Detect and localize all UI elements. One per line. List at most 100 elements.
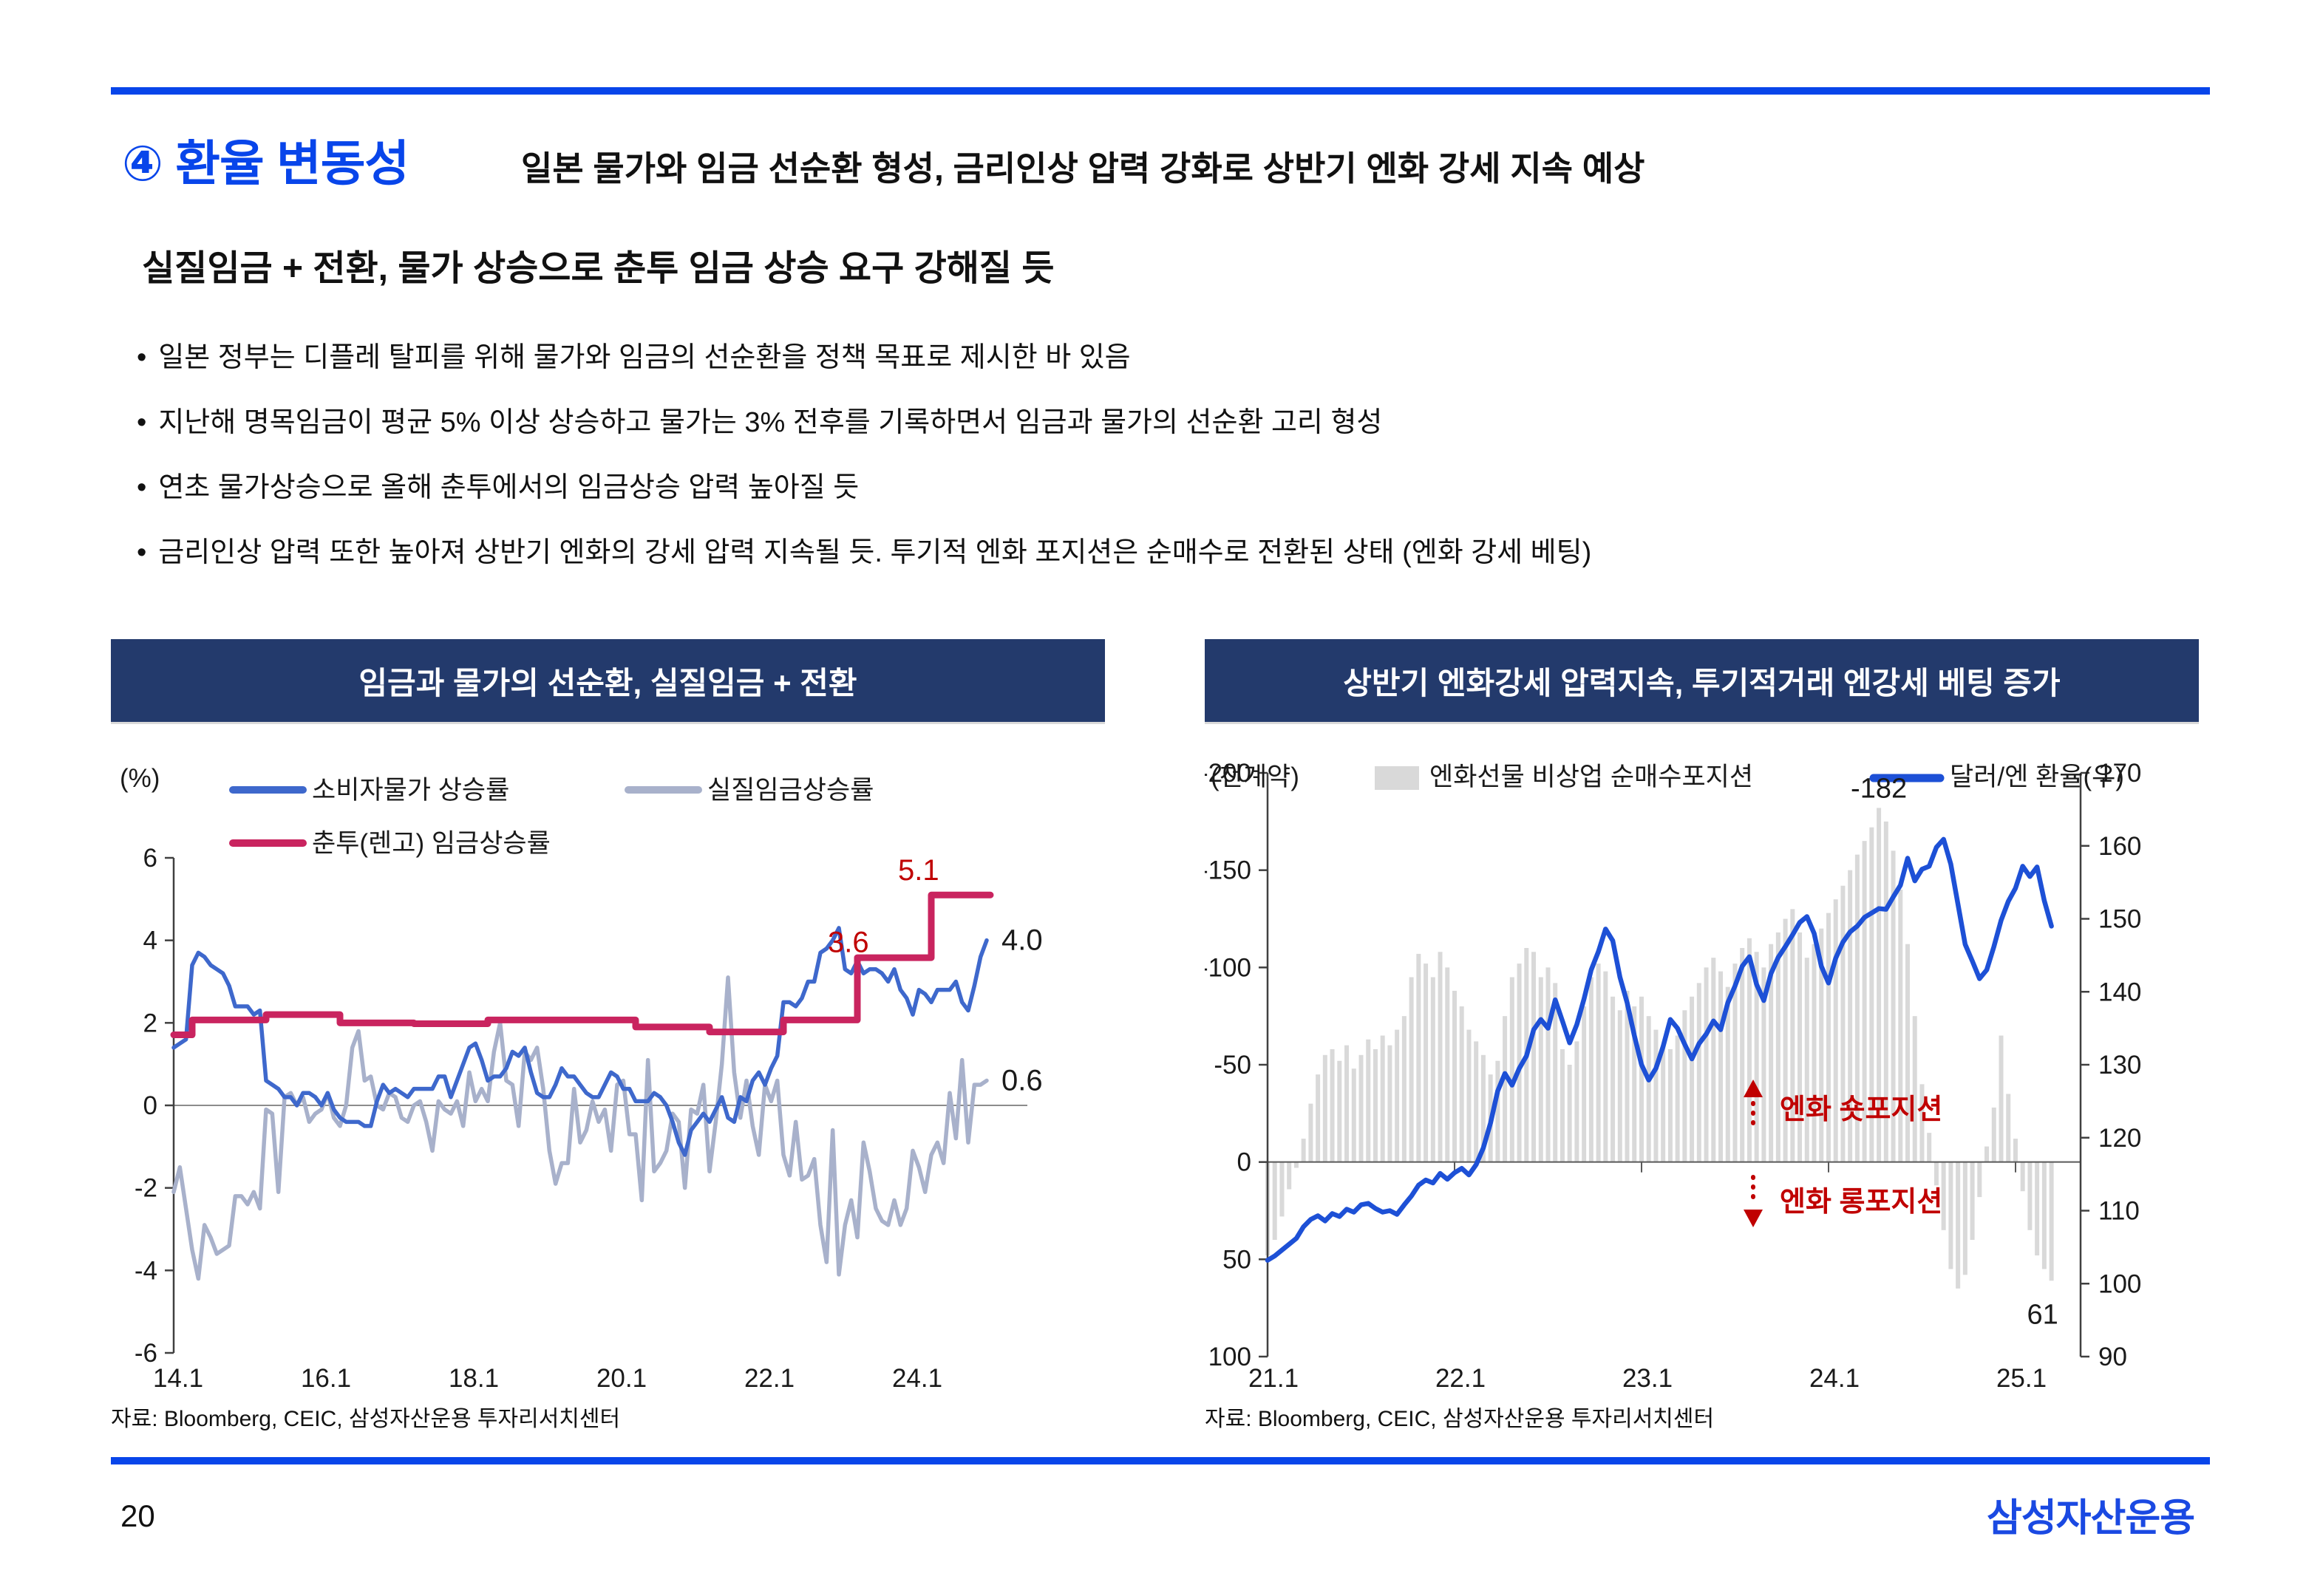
net-position-bar: [2013, 1139, 2018, 1162]
right-chart-panel: 상반기 엔화강세 압력지속, 투기적거래 엔강세 베팅 증가 21.1 22.1 2…: [1205, 639, 2199, 1433]
net-position-bar: [1991, 1107, 1996, 1162]
net-position-bar: [1869, 827, 1874, 1162]
x-tick-label: 20.1: [596, 1364, 647, 1393]
right-y-tick-label: 110: [2098, 1197, 2140, 1226]
short-position-callout: 엔화 숏포지션: [1780, 1094, 1942, 1125]
yen-position-chart: 21.1 22.1 23.1 24.1 25.1 -200 -150 -100 -50 0 50 10…: [1205, 759, 2141, 1393]
bullet-text: 지난해 명목임금이 평균 5% 이상 상승하고 물가는 3% 전후를 기록하면서…: [158, 407, 1383, 438]
bullet-item: • 일본 정부는 디플레 탈피를 위해 물가와 임금의 선순환을 정책 목표로 제…: [137, 336, 2177, 379]
net-position-bar: [1611, 996, 1616, 1162]
net-position-bar: [1956, 1162, 1961, 1289]
right-y-tick-label: 160: [2098, 832, 2141, 861]
page-subtitle: 실질임금 + 전환, 물가 상승으로 춘투 임금 상승 요구 강해질 듯: [142, 249, 1055, 288]
net-position-bar: [1740, 948, 1745, 1162]
net-position-bar: [1704, 967, 1709, 1162]
net-position-bar: [1883, 821, 1888, 1162]
net-position-bar: [1675, 1035, 1680, 1162]
net-position-bar: [1797, 932, 1803, 1162]
net-position-bar: [1761, 967, 1766, 1162]
net-position-bar: [1409, 977, 1414, 1162]
net-position-bar: [1933, 1162, 1939, 1186]
net-position-bar: [1272, 1162, 1277, 1240]
net-position-bar: [1344, 1045, 1350, 1162]
left-y-tick-label: 50: [1222, 1245, 1251, 1274]
net-position-bar: [1373, 1048, 1378, 1162]
net-position-bar: [1819, 928, 1824, 1162]
net-position-bar: [1725, 986, 1730, 1162]
net-position-bar: [1984, 1146, 1990, 1162]
net-position-bar: [1316, 1074, 1321, 1162]
right-y-tick-label: 90: [2098, 1343, 2127, 1371]
legend-bars-swatch: [1375, 766, 1419, 790]
x-tick-label: 25.1: [1996, 1364, 2047, 1393]
bullet-icon: •: [137, 472, 147, 503]
legend-shunto-label: 춘투(렌고) 임금상승률: [312, 829, 551, 858]
net-position-bar: [1696, 983, 1701, 1162]
net-position-bar: [1732, 964, 1738, 1162]
net-position-bar: [1769, 944, 1774, 1162]
net-position-bar: [1682, 1010, 1687, 1162]
data-annotation: 3.6: [828, 926, 869, 958]
net-position-bar: [1401, 1016, 1407, 1162]
net-position-bar: [1380, 1035, 1385, 1162]
net-position-bar: [1517, 964, 1522, 1162]
legend-real-wage-label: 실질임금상승률: [707, 776, 874, 805]
left-chart-area: 6 4 2 0 -2 -4 -6 14.1 16.1 18.1 20.1 22.1 24.1 (%) 소비자…: [111, 747, 1105, 1397]
bullet-text: 연초 물가상승으로 올해 춘투에서의 임금상승 압력 높아질 듯: [158, 472, 860, 503]
down-arrow-icon: [1744, 1210, 1763, 1227]
net-position-bar: [1560, 1048, 1565, 1162]
legend-bars-label: 엔화선물 비상업 순매수포지션: [1429, 763, 1753, 791]
net-position-bar: [1279, 1162, 1285, 1217]
left-chart-title: 임금과 물가의 선순환, 실질임금 + 전환: [111, 639, 1105, 722]
right-y-tick-label: 170: [2098, 759, 2141, 788]
x-tick-label: 14.1: [153, 1364, 203, 1393]
series-usdjpy-line: [1265, 836, 2054, 1263]
legend-line-label: 달러/엔 환율(우): [1950, 763, 2124, 791]
net-position-bar: [1308, 1103, 1313, 1162]
net-position-bar: [1854, 854, 1860, 1162]
net-position-bar: [1553, 983, 1558, 1162]
net-position-bar: [1862, 841, 1867, 1162]
bullet-item: • 연초 물가상승으로 올해 춘투에서의 임금상승 압력 높아질 듯: [137, 466, 2177, 509]
net-position-bar: [1503, 1016, 1508, 1162]
net-position-bar: [1337, 1060, 1342, 1162]
wages-prices-chart: 6 4 2 0 -2 -4 -614.1 16.1 18.1 20.1 22.1 24.1 (%) 소비자…: [120, 764, 1043, 1393]
net-position-bar: [1775, 932, 1780, 1162]
net-position-bar: [1646, 1016, 1651, 1162]
bullet-list: • 일본 정부는 디플레 탈피를 위해 물가와 임금의 선순환을 정책 목표로 제…: [137, 336, 2177, 596]
net-position-bar: [1588, 977, 1594, 1162]
left-y-tick-label: -100: [1205, 953, 1251, 982]
net-position-bar: [1667, 1048, 1673, 1162]
y-tick-label: -6: [135, 1339, 157, 1368]
net-position-bar: [1718, 971, 1724, 1162]
net-position-bar: [1424, 964, 1429, 1162]
net-position-bar: [1891, 850, 1896, 1162]
y-tick-label: 0: [143, 1091, 157, 1120]
net-position-bar: [2035, 1162, 2040, 1256]
series-real-wage-line: [171, 975, 989, 1281]
net-position-bar: [1840, 885, 1846, 1162]
net-position-bar: [1804, 958, 1809, 1162]
company-logo: 삼성자산운용: [1987, 1497, 2195, 1540]
bullet-text: 금리인상 압력 또한 높아져 상반기 엔화의 강세 압력 지속될 듯. 투기적 …: [158, 537, 1592, 568]
net-position-bar: [1999, 1035, 2004, 1162]
net-position-bar: [1430, 977, 1435, 1162]
right-chart-area: 21.1 22.1 23.1 24.1 25.1 -200 -150 -100 -50 0 50 10…: [1205, 747, 2199, 1397]
net-position-bar: [2049, 1162, 2054, 1281]
net-position-bar: [1596, 964, 1601, 1162]
left-chart-source: 자료: Bloomberg, CEIC, 삼성자산운용 투자리서치센터: [111, 1407, 621, 1431]
x-tick-label: 18.1: [449, 1364, 499, 1393]
peak-annotation: -182: [1851, 773, 1907, 804]
left-y-tick-label: -200: [1205, 759, 1251, 788]
net-position-bar: [2027, 1162, 2033, 1230]
net-position-bar: [1919, 1084, 1925, 1162]
net-position-bar: [1438, 952, 1443, 1162]
net-position-bar: [1754, 952, 1759, 1162]
page-title-text: 일본 물가와 임금 선순환 형성, 금리인상 압력 강화로 상반기 엔화 강세 …: [521, 149, 1645, 188]
net-position-bar: [1977, 1162, 1982, 1198]
right-y-tick-label: 130: [2098, 1051, 2141, 1080]
series-shunto-step-line: [170, 891, 994, 1039]
net-position-bar: [1661, 1045, 1666, 1162]
net-position-bar: [1574, 1041, 1579, 1162]
bullet-icon: •: [137, 407, 147, 438]
